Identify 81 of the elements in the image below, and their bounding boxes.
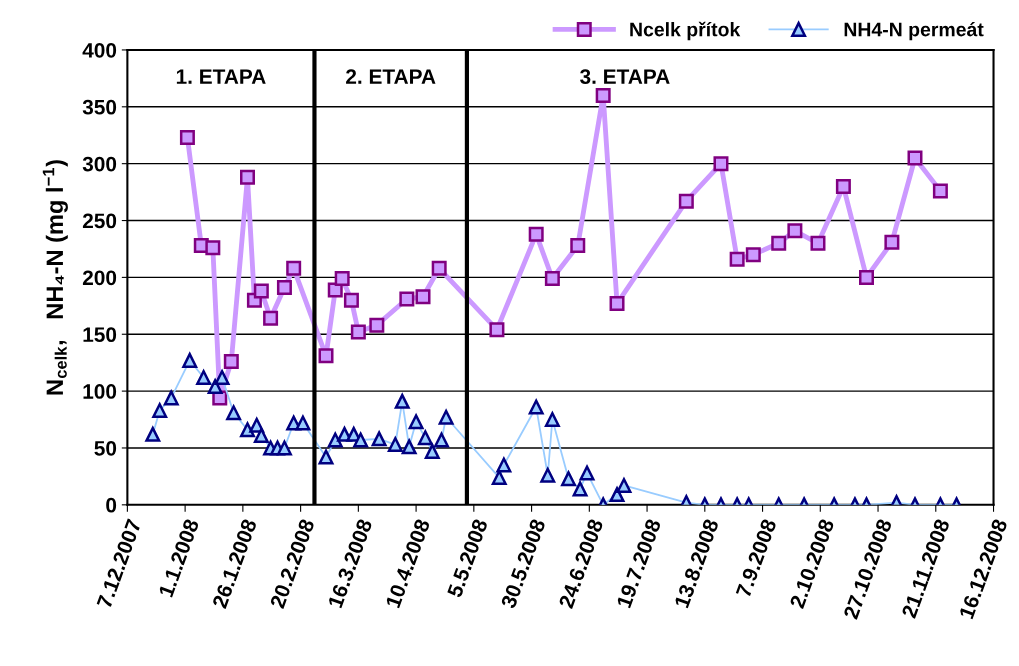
- point: [276, 280, 292, 296]
- y-tick-label: 350: [82, 99, 117, 115]
- annotation: 2. ETAPA: [346, 69, 436, 84]
- point: [491, 470, 507, 486]
- point: [540, 467, 556, 483]
- point: [334, 271, 350, 287]
- point: [318, 348, 334, 364]
- point: [408, 414, 424, 430]
- point: [207, 379, 223, 395]
- point: [286, 260, 302, 276]
- point: [205, 240, 221, 256]
- point: [295, 415, 311, 431]
- point: [401, 439, 417, 455]
- point: [729, 251, 745, 267]
- point: [434, 432, 449, 448]
- point: [884, 234, 900, 250]
- point: [239, 422, 255, 438]
- point: [417, 430, 433, 446]
- point: [253, 283, 269, 299]
- y-tick-label: 0: [106, 497, 117, 513]
- point: [343, 292, 359, 308]
- point: [572, 481, 588, 497]
- point: [489, 322, 505, 338]
- point: [932, 183, 948, 199]
- y-axis-title: N$_{celk}$, NH₄-N (mg l$^{−1}$): [42, 160, 68, 395]
- point: [431, 260, 447, 276]
- point: [595, 87, 611, 103]
- y-tick-label: 150: [83, 327, 117, 342]
- point: [561, 471, 577, 487]
- point: [835, 178, 851, 194]
- point: [424, 443, 440, 459]
- point: [438, 409, 454, 425]
- y-tick-label: 250: [82, 213, 117, 229]
- point: [570, 238, 586, 254]
- point: [616, 478, 632, 493]
- point: [399, 291, 415, 307]
- point: [214, 369, 230, 385]
- point: [528, 226, 544, 242]
- point: [163, 390, 179, 406]
- point: [579, 465, 595, 481]
- point: [263, 310, 279, 326]
- point: [415, 289, 431, 305]
- point: [276, 440, 292, 456]
- point: [387, 437, 403, 453]
- annotation: 1. ETAPA: [176, 69, 266, 84]
- annotation: 3. ETAPA: [580, 69, 670, 84]
- point: [394, 393, 410, 409]
- point: [182, 352, 198, 368]
- point: [371, 431, 387, 447]
- point: [528, 399, 544, 415]
- point: [810, 235, 826, 251]
- point: [858, 269, 874, 285]
- point: [152, 402, 168, 418]
- point: [496, 457, 512, 473]
- point: [179, 130, 195, 146]
- y-tick-label: 100: [83, 384, 117, 399]
- legend-label: Ncelk přítok: [630, 21, 741, 41]
- point: [713, 156, 729, 172]
- point: [223, 354, 239, 370]
- point: [745, 247, 761, 263]
- point: [609, 296, 625, 312]
- point: [350, 324, 366, 340]
- point: [239, 169, 255, 185]
- point: [678, 193, 694, 209]
- point: [226, 405, 242, 421]
- legend-label: NH4-N permeát: [844, 21, 984, 41]
- point: [544, 271, 560, 287]
- point: [318, 449, 334, 465]
- point: [544, 412, 560, 428]
- y-tick-label: 50: [94, 440, 117, 456]
- point: [771, 235, 787, 251]
- point: [369, 317, 385, 333]
- point: [907, 150, 923, 166]
- point: [353, 432, 369, 448]
- y-tick-label: 300: [82, 156, 117, 172]
- point: [196, 369, 212, 385]
- point: [145, 426, 161, 442]
- point: [787, 223, 803, 239]
- y-tick-label: 400: [82, 42, 117, 58]
- y-tick-label: 200: [82, 270, 117, 286]
- point: [253, 427, 269, 443]
